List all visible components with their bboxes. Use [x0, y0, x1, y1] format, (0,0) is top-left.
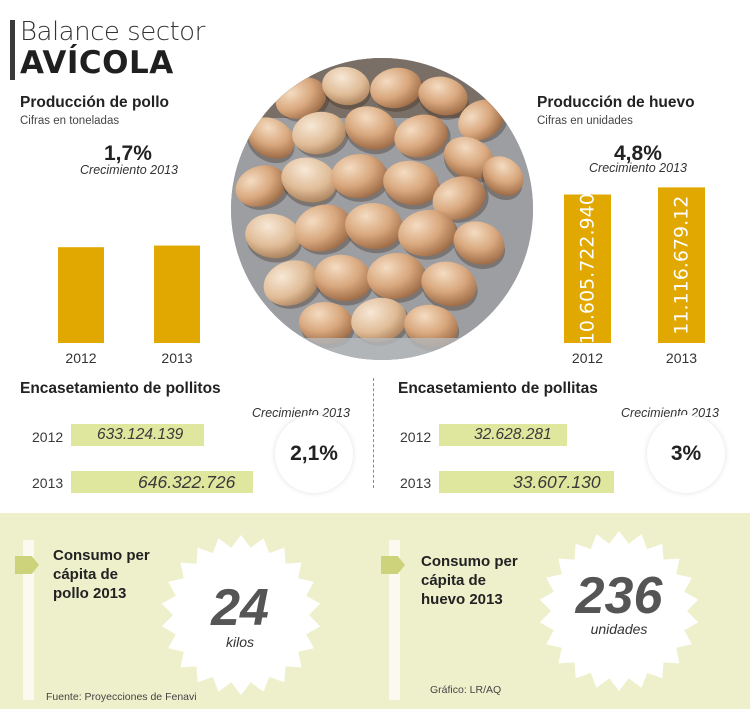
pollo-consumption-value: 24 — [211, 579, 269, 637]
huevo-consumption-label: Consumo per cápita de huevo 2013 — [421, 553, 518, 608]
huevo-value-label-2013: 11.116.679.12 — [671, 196, 693, 335]
pollo-flag-icon — [15, 556, 39, 574]
pollo-flag-pole — [23, 540, 34, 700]
huevo-value-label-2012: 10.605.722.940 — [577, 193, 599, 344]
huevo-subtitle: Cifras en unidades — [537, 115, 633, 127]
pollitos-value-2013: 646.322.726 — [138, 472, 236, 492]
pollo-starburst-icon — [161, 535, 321, 695]
pollitas-heading: Encasetamiento de pollitas — [398, 380, 598, 397]
pollitos-value-2012: 633.124.139 — [97, 426, 184, 443]
footer-credit: Gráfico: LR/AQ — [430, 684, 502, 696]
pollitos-bar-2013 — [71, 471, 253, 493]
huevo-bar-2013 — [658, 187, 705, 343]
pollitos-year-2012: 2012 — [32, 429, 64, 445]
eggs-photo — [231, 58, 533, 360]
pollitas-bar-2013 — [439, 471, 614, 493]
footer-source: Fuente: Proyecciones de Fenavi — [46, 691, 197, 703]
pollitas-growth-badge: 3% — [647, 415, 725, 493]
huevo-flag-icon — [381, 556, 405, 574]
huevo-growth-label: Crecimiento 2013 — [589, 161, 687, 175]
pollo-bar-2013 — [154, 245, 200, 343]
pollitas-bar-2012 — [439, 424, 567, 446]
pollitos-growth-badge: 2,1% — [275, 415, 353, 493]
section-divider — [373, 378, 374, 488]
pollo-subtitle: Cifras en toneladas — [20, 115, 120, 127]
page-title-bold: AVÍCOLA — [20, 45, 174, 81]
page-title-light: Balance sector — [20, 17, 205, 47]
pollitas-value-2012: 32.628.281 — [474, 426, 552, 443]
huevo-tick-2012: 2012 — [572, 350, 603, 366]
pollitos-bar-2012 — [71, 424, 204, 446]
pollo-consumption-unit: kilos — [225, 634, 254, 650]
huevo-flag-pole — [389, 540, 400, 700]
huevo-consumption-unit: unidades — [590, 621, 648, 637]
pollo-consumption-label: Consumo per cápita de pollo 2013 — [53, 547, 150, 602]
pollo-tick-2013: 2013 — [161, 350, 192, 366]
pollitas-year-2013: 2013 — [400, 475, 432, 491]
pollitos-heading: Encasetamiento de pollitos — [20, 380, 221, 397]
huevo-starburst-icon — [539, 531, 699, 691]
pollitas-year-2012: 2012 — [400, 429, 432, 445]
pollitos-year-2013: 2013 — [32, 475, 64, 491]
pollo-bar-chart: 2012 2013 — [58, 245, 200, 366]
pollo-tick-2012: 2012 — [65, 350, 96, 366]
huevo-heading: Producción de huevo — [537, 94, 695, 111]
huevo-bar-2012 — [564, 194, 611, 343]
pollo-bar-2012 — [58, 247, 104, 343]
pollo-heading: Producción de pollo — [20, 94, 169, 111]
huevo-bar-chart: 10.605.722.940 2012 11.116.679.12 2013 — [564, 187, 705, 366]
huevo-tick-2013: 2013 — [666, 350, 697, 366]
pollo-growth-pct: 1,7% — [104, 142, 152, 165]
pollo-growth-label: Crecimiento 2013 — [80, 163, 178, 177]
huevo-growth-pct: 4,8% — [614, 142, 662, 165]
pollitas-value-2013: 33.607.130 — [513, 472, 601, 492]
title-accent-bar — [10, 20, 15, 80]
huevo-consumption-value: 236 — [575, 567, 663, 625]
